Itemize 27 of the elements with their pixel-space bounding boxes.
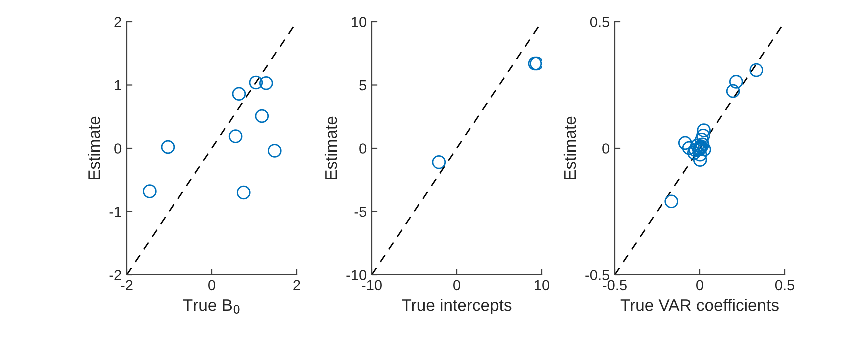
- y-tick-label: 1: [115, 80, 122, 91]
- x-tick-label: 0.5: [775, 280, 795, 291]
- y-tick-label: 0: [360, 144, 367, 154]
- x-tick-label: -2: [121, 280, 133, 290]
- y-axis-title: Estimate: [564, 116, 576, 180]
- x-axis-title: True intercepts: [402, 299, 512, 315]
- y-tick-label: -1: [110, 207, 122, 218]
- x-axis-title: True B$_{0}$: [183, 300, 240, 314]
- y-tick-label: 10: [352, 17, 367, 28]
- y-tick-label: 0: [602, 144, 610, 154]
- x-tick-label: 0: [454, 280, 460, 291]
- x-tick-label: 0: [696, 280, 704, 291]
- y-tick-label: -0.5: [586, 270, 610, 280]
- y-tick-label: 0.5: [590, 17, 610, 28]
- y-tick-label: -5: [354, 207, 367, 218]
- x-axis-title: True VAR coefficients: [620, 299, 779, 312]
- y-tick-label: 2: [114, 17, 122, 28]
- x-tick-label: 0: [208, 280, 216, 291]
- y-tick-label: 0: [114, 144, 122, 154]
- y-axis-title: Estimate: [88, 116, 100, 180]
- y-tick-label: -10: [346, 270, 367, 280]
- y-tick-label: 5: [360, 80, 367, 91]
- x-tick-label: -0.5: [603, 280, 627, 291]
- y-tick-label: -2: [110, 270, 122, 280]
- x-tick-label: 10: [535, 280, 550, 291]
- x-tick-label: 2: [294, 280, 300, 290]
- y-axis-title: Estimate: [324, 116, 338, 180]
